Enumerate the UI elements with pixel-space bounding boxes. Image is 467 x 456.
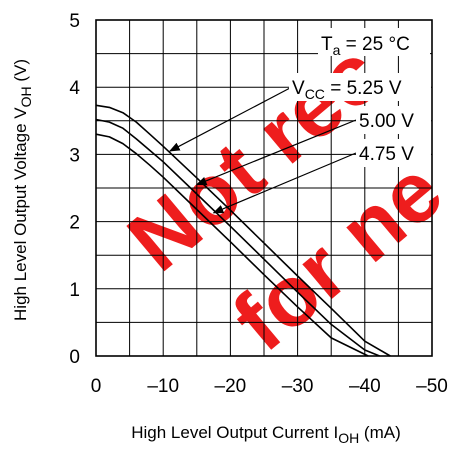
- y-tick-label: 1: [69, 280, 80, 301]
- vcc-label-bg: [289, 73, 431, 101]
- tick-labels: 0 –10 –20 –30 –40 –50 0 1 2 3 4 5: [69, 11, 447, 397]
- y-tick-label: 2: [69, 213, 80, 234]
- y-tick-label: 5: [69, 11, 80, 32]
- pointer-arrow-0: [168, 87, 291, 152]
- plot-border: [95, 19, 433, 357]
- temp-label-bg: [318, 28, 430, 56]
- vcc-annotation: VCC = 5.25 V: [292, 78, 402, 102]
- x-tick-label: –30: [282, 376, 314, 397]
- y-tick-label: 0: [69, 347, 80, 368]
- y-tick-label: 4: [69, 78, 80, 99]
- x-tick-label: –50: [416, 376, 448, 397]
- x-tick-label: –40: [349, 376, 381, 397]
- x-axis-label: High Level Output Current IOH (mA): [131, 423, 401, 446]
- series-line-1: [95, 118, 380, 357]
- v2-annotation: 5.00 V: [359, 111, 414, 132]
- temp-annotation: Ta = 25 °C: [321, 34, 410, 58]
- y-axis-label: High Level Output Voltage VOH (V): [11, 59, 34, 321]
- v2-label-bg: [356, 106, 431, 134]
- x-tick-label: 0: [91, 376, 102, 397]
- v3-label-bg: [356, 139, 431, 167]
- y-tick-label: 3: [69, 145, 80, 166]
- pointer-arrow-2: [212, 152, 357, 214]
- annotation-pointers: [168, 87, 357, 214]
- pointer-arrow-1: [195, 119, 357, 186]
- series-line-2: [95, 133, 369, 357]
- x-tick-label: –20: [215, 376, 247, 397]
- v3-annotation: 4.75 V: [359, 144, 414, 165]
- plot-frame: [95, 19, 433, 357]
- grid: [95, 19, 433, 357]
- x-tick-label: –10: [147, 376, 179, 397]
